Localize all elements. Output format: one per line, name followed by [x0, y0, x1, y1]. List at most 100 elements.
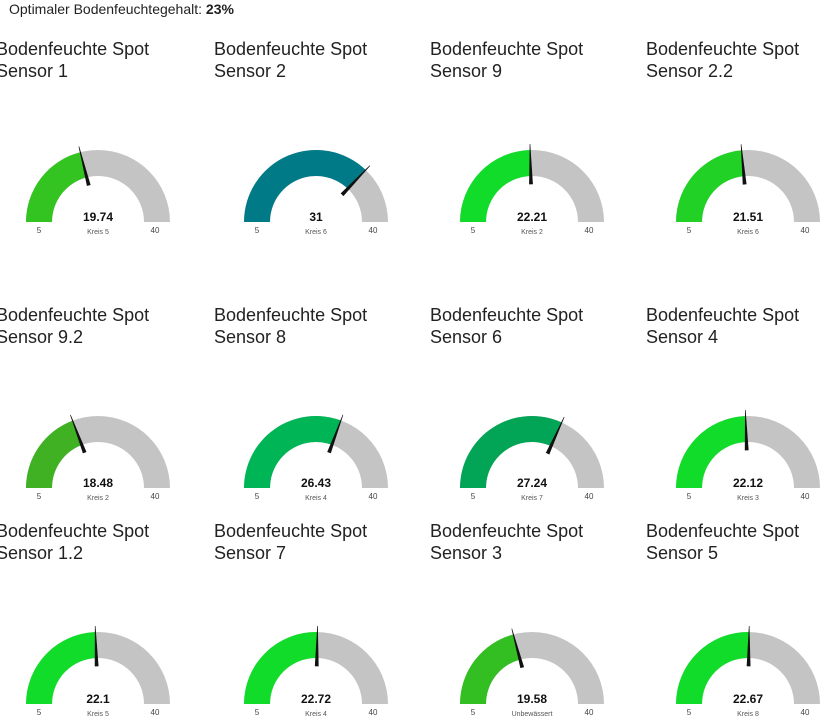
sensor-title-line1: Bodenfeuchte Spot [646, 39, 800, 59]
gauge-fill [244, 632, 318, 704]
sensor-card: Bodenfeuchte Spot Sensor 4 22.12 Kreis 3 5 40 [646, 266, 838, 502]
gauge-value: 22.67 [733, 692, 763, 706]
gauge-circuit-label: Kreis 5 [87, 711, 109, 718]
gauge-needle [327, 414, 344, 454]
sensor-card: Bodenfeuchte Spot Sensor 9 22.21 Kreis 2 5 40 [430, 0, 640, 236]
sensor-title: Bodenfeuchte Spot Sensor 1 [0, 38, 206, 82]
gauge-value: 22.1 [86, 692, 110, 706]
optimal-moisture-value: 23% [205, 1, 234, 17]
gauge-min-label: 5 [687, 226, 692, 235]
sensor-title: Bodenfeuchte Spot Sensor 2 [214, 38, 424, 82]
gauge-max-label: 40 [369, 492, 378, 501]
gauge-max-label: 40 [801, 708, 810, 717]
gauge-fill [26, 152, 87, 222]
sensor-title-line2: Sensor 5 [646, 543, 719, 563]
gauge-needle [511, 628, 525, 669]
sensor-title-line1: Bodenfeuchte Spot [646, 521, 800, 541]
gauge-needle [744, 410, 749, 451]
gauge-circuit-label: Kreis 2 [521, 229, 543, 236]
gauge-max-label: 40 [151, 492, 160, 501]
gauge-value: 26.43 [301, 476, 331, 490]
sensor-title: Bodenfeuchte Spot Sensor 7 [214, 520, 424, 564]
gauge-circuit-label: Kreis 3 [737, 495, 759, 502]
gauge-needle [94, 626, 99, 667]
sensor-title: Bodenfeuchte Spot Sensor 4 [646, 304, 838, 348]
sensor-title-line2: Sensor 7 [214, 543, 287, 563]
sensor-title-line1: Bodenfeuchte Spot [0, 39, 150, 59]
moisture-gauge: 22.21 Kreis 2 5 40 [460, 144, 604, 236]
sensor-title-line1: Bodenfeuchte Spot [214, 39, 368, 59]
gauge-min-label: 5 [255, 492, 260, 501]
gauge-fill [460, 416, 562, 488]
gauge-needle [545, 416, 565, 455]
sensor-title-line2: Sensor 2.2 [646, 61, 734, 81]
sensor-title-line1: Bodenfeuchte Spot [0, 305, 150, 325]
sensor-title-line2: Sensor 6 [430, 327, 503, 347]
gauge-value: 22.12 [733, 476, 763, 490]
gauge-fill [26, 420, 82, 488]
gauge-max-label: 40 [151, 226, 160, 235]
gauge-min-label: 5 [471, 492, 476, 501]
gauge-max-label: 40 [585, 226, 594, 235]
moisture-gauge: 22.67 Kreis 8 5 40 [676, 625, 820, 718]
gauge-value: 27.24 [517, 476, 547, 490]
gauge-max-label: 40 [151, 708, 160, 717]
gauge-fill [676, 416, 747, 488]
sensor-card: Bodenfeuchte Spot Sensor 6 27.24 Kreis 7 5 40 [430, 266, 640, 502]
gauge-circuit-label: Kreis 2 [87, 495, 109, 502]
sensor-title-line2: Sensor 1 [0, 61, 69, 81]
moisture-gauge: 22.72 Kreis 4 5 40 [244, 625, 388, 718]
gauge-value: 21.51 [733, 210, 763, 224]
sensor-title-line2: Sensor 4 [646, 327, 719, 347]
gauge-needle [340, 165, 371, 197]
gauge-value: 22.72 [301, 692, 331, 706]
sensor-title: Bodenfeuchte Spot Sensor 9 [430, 38, 640, 82]
gauge-fill [244, 149, 366, 222]
gauge-needle [529, 144, 533, 185]
gauge-circuit-label: Unbewässert [512, 711, 553, 718]
optimal-moisture-header: Optimaler Bodenfeuchtegehalt: 23% [9, 0, 234, 18]
sensor-card: Bodenfeuchte Spot Sensor 3 19.58 Unbewässer… [430, 482, 640, 718]
gauge-min-label: 5 [471, 708, 476, 717]
gauge-min-label: 5 [37, 708, 42, 717]
gauge-max-label: 40 [369, 226, 378, 235]
sensor-title-line2: Sensor 1.2 [0, 543, 84, 563]
gauge-fill [244, 415, 341, 488]
gauge-min-label: 5 [255, 708, 260, 717]
sensor-title: Bodenfeuchte Spot Sensor 3 [430, 520, 640, 564]
gauge-min-label: 5 [687, 492, 692, 501]
sensor-title: Bodenfeuchte Spot Sensor 5 [646, 520, 838, 564]
gauge-needle [746, 625, 751, 667]
moisture-gauge: 26.43 Kreis 4 5 40 [244, 414, 388, 502]
gauge-fill [676, 632, 750, 704]
sensor-title-line2: Sensor 8 [214, 327, 287, 347]
sensor-card: Bodenfeuchte Spot Sensor 9.2 18.48 Kreis 2 5… [0, 266, 206, 502]
gauge-fill [460, 150, 531, 222]
gauge-circuit-label: Kreis 4 [305, 495, 327, 502]
sensor-title-line1: Bodenfeuchte Spot [430, 521, 584, 541]
sensor-card: Bodenfeuchte Spot Sensor 1 19.74 Kreis 5 5 40 [0, 0, 206, 236]
gauge-needle [78, 146, 91, 186]
gauge-fill [676, 150, 744, 222]
gauge-fill [460, 634, 521, 704]
moisture-gauge: 27.24 Kreis 7 5 40 [460, 416, 604, 502]
sensor-card: Bodenfeuchte Spot Sensor 1.2 22.1 Kreis 5 5 4… [0, 482, 206, 718]
sensor-title: Bodenfeuchte Spot Sensor 2.2 [646, 38, 838, 82]
moisture-gauge: 18.48 Kreis 2 5 40 [26, 414, 170, 502]
sensor-title-line1: Bodenfeuchte Spot [646, 305, 800, 325]
gauge-circuit-label: Kreis 4 [305, 711, 327, 718]
moisture-gauge: 21.51 Kreis 6 5 40 [676, 144, 820, 236]
moisture-gauge: 19.74 Kreis 5 5 40 [26, 146, 170, 236]
sensor-card: Bodenfeuchte Spot Sensor 5 22.67 Kreis 8 5 40 [646, 482, 838, 718]
gauge-max-label: 40 [585, 708, 594, 717]
gauge-fill [26, 632, 97, 704]
gauge-value: 31 [309, 210, 323, 224]
gauge-min-label: 5 [37, 226, 42, 235]
gauge-value: 19.74 [83, 210, 113, 224]
gauge-circuit-label: Kreis 6 [305, 229, 327, 236]
sensor-title: Bodenfeuchte Spot Sensor 1.2 [0, 520, 206, 564]
moisture-gauge: 22.1 Kreis 5 5 40 [26, 626, 170, 718]
gauge-max-label: 40 [369, 708, 378, 717]
sensor-title-line1: Bodenfeuchte Spot [430, 305, 584, 325]
sensor-title-line2: Sensor 9.2 [0, 327, 84, 347]
